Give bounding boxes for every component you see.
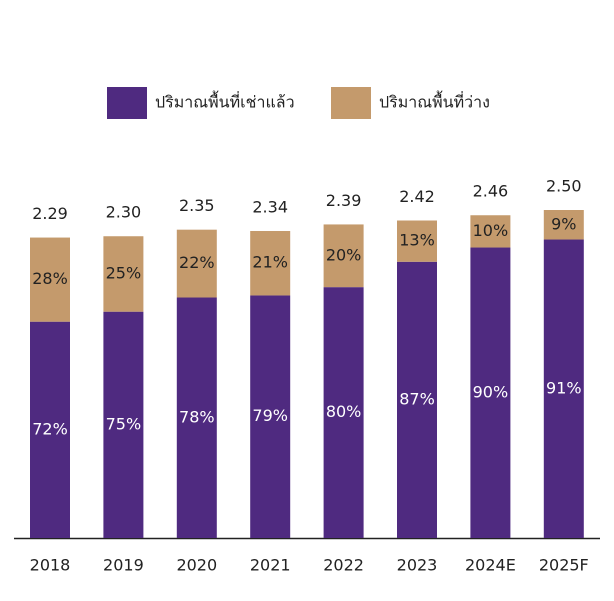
legend-label: ปริมาณพื้นที่ว่าง (379, 91, 490, 112)
legend-swatch (107, 87, 147, 119)
total-label: 2.30 (106, 203, 142, 222)
bar-segment (470, 247, 511, 538)
bar-segment (323, 287, 364, 538)
x-tick-label: 2018 (30, 556, 71, 575)
bar-segment (250, 230, 291, 296)
bar-segment (176, 229, 217, 298)
data-label: 80% (326, 402, 362, 421)
data-label: 78% (179, 407, 215, 426)
data-label: 28% (32, 269, 68, 288)
data-label: 21% (252, 253, 288, 272)
bar-segment (470, 215, 511, 248)
data-label: 87% (399, 389, 435, 408)
total-label: 2.34 (252, 197, 288, 216)
data-label: 90% (473, 382, 509, 401)
legend-label: ปริมาณพื้นที่เช่าแล้ว (155, 91, 295, 112)
data-label: 22% (179, 253, 215, 272)
data-label: 9% (551, 214, 576, 233)
legend-swatch (331, 87, 371, 119)
bar-segment (176, 297, 217, 538)
bar-segment (103, 311, 144, 538)
bar-segment (30, 321, 70, 538)
data-label: 10% (473, 221, 509, 240)
data-label: 25% (106, 263, 142, 282)
bar-segment (397, 261, 437, 538)
bar-segment (323, 224, 364, 288)
total-label: 2.35 (179, 196, 215, 215)
data-label: 75% (106, 414, 142, 433)
x-tick-label: 2020 (176, 556, 217, 575)
total-label: 2.46 (473, 182, 509, 201)
data-label: 20% (326, 245, 362, 264)
x-tick-label: 2021 (250, 556, 291, 575)
bar-segment (397, 220, 437, 262)
bar-segment (543, 210, 584, 240)
x-tick-label: 2019 (103, 556, 144, 575)
data-label: 13% (399, 231, 435, 250)
x-tick-label: 2024E (465, 556, 516, 575)
x-tick-label: 2023 (397, 556, 438, 575)
bar-segment (543, 239, 584, 538)
bar-segment (30, 237, 70, 322)
total-label: 2.42 (399, 187, 435, 206)
bar-segment (103, 236, 144, 312)
data-label: 72% (32, 419, 68, 438)
data-label: 91% (546, 378, 582, 397)
data-label: 79% (252, 406, 288, 425)
total-label: 2.39 (326, 191, 362, 210)
x-tick-label: 2025F (539, 556, 589, 575)
total-label: 2.50 (546, 177, 582, 196)
x-tick-label: 2022 (323, 556, 364, 575)
bar-segment (250, 295, 291, 538)
total-label: 2.29 (32, 204, 68, 223)
